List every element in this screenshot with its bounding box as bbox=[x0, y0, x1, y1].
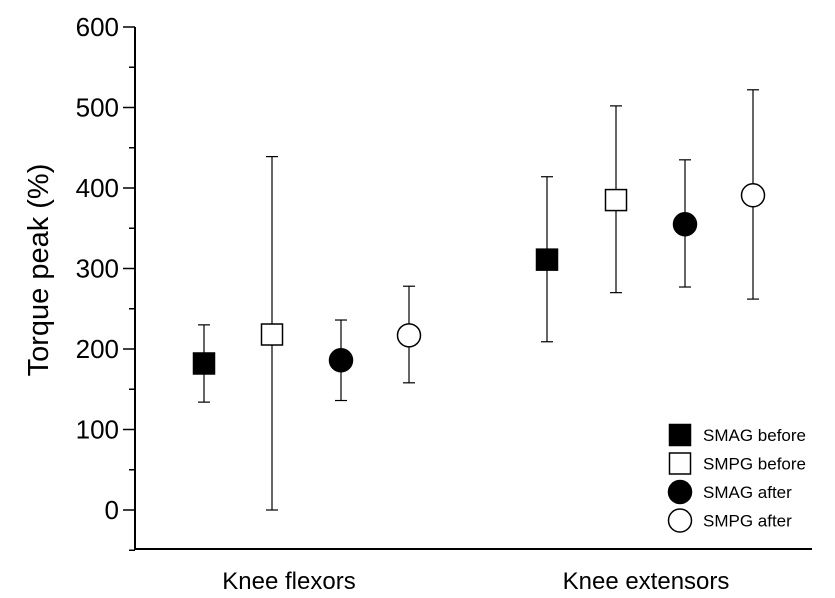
legend-item: SMAG before bbox=[668, 423, 806, 447]
y-tick-label: 500 bbox=[76, 93, 119, 123]
legend-swatch-circle bbox=[667, 479, 693, 505]
legend: SMAG before SMPG before SMAG after SMPG aft… bbox=[667, 423, 806, 533]
data-point-circle bbox=[740, 182, 766, 208]
data-point-square bbox=[192, 352, 216, 375]
error-bars bbox=[198, 89, 759, 511]
y-axis-title: Torque peak (%) bbox=[23, 164, 55, 377]
legend-item: SMAG after bbox=[667, 479, 792, 505]
axes bbox=[134, 27, 812, 550]
legend-item: SMPG before bbox=[668, 452, 806, 475]
legend-label: SMAG before bbox=[703, 426, 806, 445]
data-point-square bbox=[535, 248, 559, 271]
data-point-square bbox=[260, 323, 284, 346]
legend-label: SMPG after bbox=[703, 512, 792, 531]
data-point-circle bbox=[328, 348, 354, 373]
y-tick-label: 400 bbox=[76, 173, 119, 203]
data-point-circle bbox=[672, 211, 698, 237]
y-tick-label: 200 bbox=[76, 334, 119, 364]
data-markers bbox=[192, 182, 766, 375]
y-tick-labels: 0 100 200 300 400 500 600 bbox=[76, 12, 119, 525]
legend-swatch-circle bbox=[667, 508, 693, 533]
data-point-circle bbox=[396, 323, 422, 348]
y-tick-label: 600 bbox=[76, 12, 119, 42]
legend-item: SMPG after bbox=[667, 508, 792, 533]
legend-label: SMAG after bbox=[703, 483, 792, 502]
data-point-square bbox=[604, 188, 628, 212]
x-category-label: Knee extensors bbox=[563, 568, 730, 595]
legend-swatch-square bbox=[668, 423, 692, 447]
y-tick-label: 300 bbox=[76, 254, 119, 284]
y-tick-label: 0 bbox=[105, 495, 119, 525]
x-category-label: Knee flexors bbox=[222, 568, 355, 595]
y-tick-label: 100 bbox=[76, 415, 119, 445]
y-axis-ticks bbox=[123, 26, 135, 551]
legend-label: SMPG before bbox=[703, 455, 806, 474]
legend-swatch-square bbox=[668, 452, 692, 475]
x-category-labels: Knee flexors Knee extensors bbox=[222, 568, 729, 595]
